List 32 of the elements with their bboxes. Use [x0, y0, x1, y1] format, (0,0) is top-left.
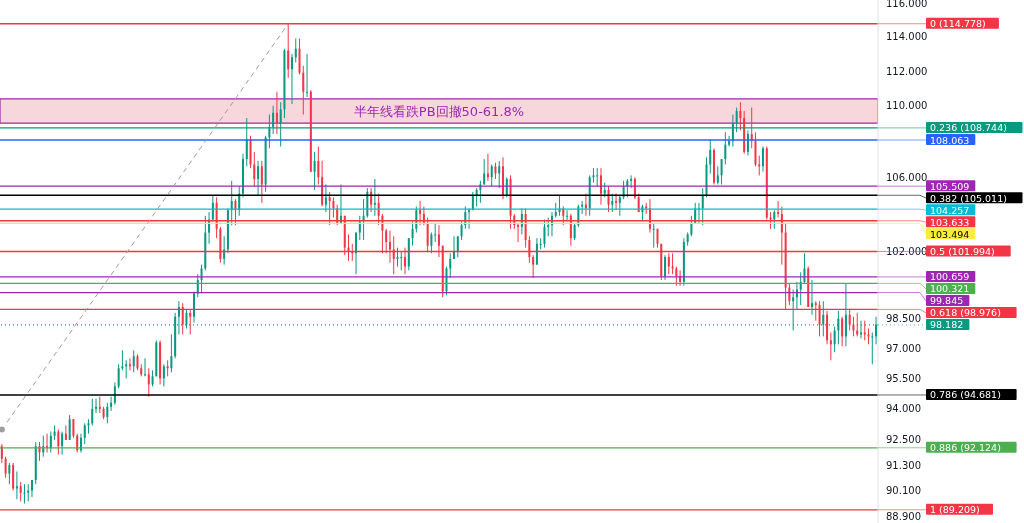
ref-line-label: 0.382 (105.011)	[930, 192, 1007, 204]
y-tick-label: 90.100	[886, 485, 921, 497]
ref-line-label: 98.182	[930, 319, 964, 331]
y-tick-label: 94.000	[886, 403, 921, 415]
ref-line-label: 108.063	[930, 134, 970, 146]
ref-line-label: 103.633	[930, 216, 970, 228]
y-tick-label: 97.000	[886, 342, 921, 354]
ref-line-label: 0 (114.778)	[930, 18, 986, 30]
ref-line-label: 100.321	[930, 283, 970, 295]
ref-line-label: 0.886 (92.124)	[930, 442, 1001, 454]
ref-line-label: 99.845	[930, 295, 964, 307]
y-tick-label: 116.000	[886, 0, 928, 9]
y-tick-label: 106.000	[886, 171, 928, 183]
ref-line-label: 0.236 (108.744)	[930, 122, 1007, 134]
y-tick-label: 110.000	[886, 100, 928, 112]
ref-line-label: 0.618 (98.976)	[930, 307, 1001, 319]
ref-line-label: 100.659	[930, 271, 970, 283]
y-tick-label: 92.500	[886, 434, 921, 446]
y-tick-label: 98.500	[886, 313, 921, 325]
y-tick-label: 114.000	[886, 31, 928, 43]
ref-line-label: 0.5 (101.994)	[930, 245, 995, 257]
y-tick-label: 112.000	[886, 65, 928, 77]
ref-line-label: 1 (89.209)	[930, 504, 980, 516]
band-label: 半年线看跌PB回撤50-61.8%	[353, 103, 525, 119]
ref-line-label: 104.257	[930, 204, 970, 216]
ref-line-label: 103.494	[930, 228, 970, 240]
y-tick-label: 91.300	[886, 459, 921, 471]
y-tick-label: 102.000	[886, 245, 928, 257]
ref-line-label: 0.786 (94.681)	[930, 389, 1001, 401]
y-tick-label: 95.500	[886, 372, 921, 384]
y-tick-label: 88.900	[886, 511, 921, 523]
ref-line-label: 105.509	[930, 180, 970, 192]
